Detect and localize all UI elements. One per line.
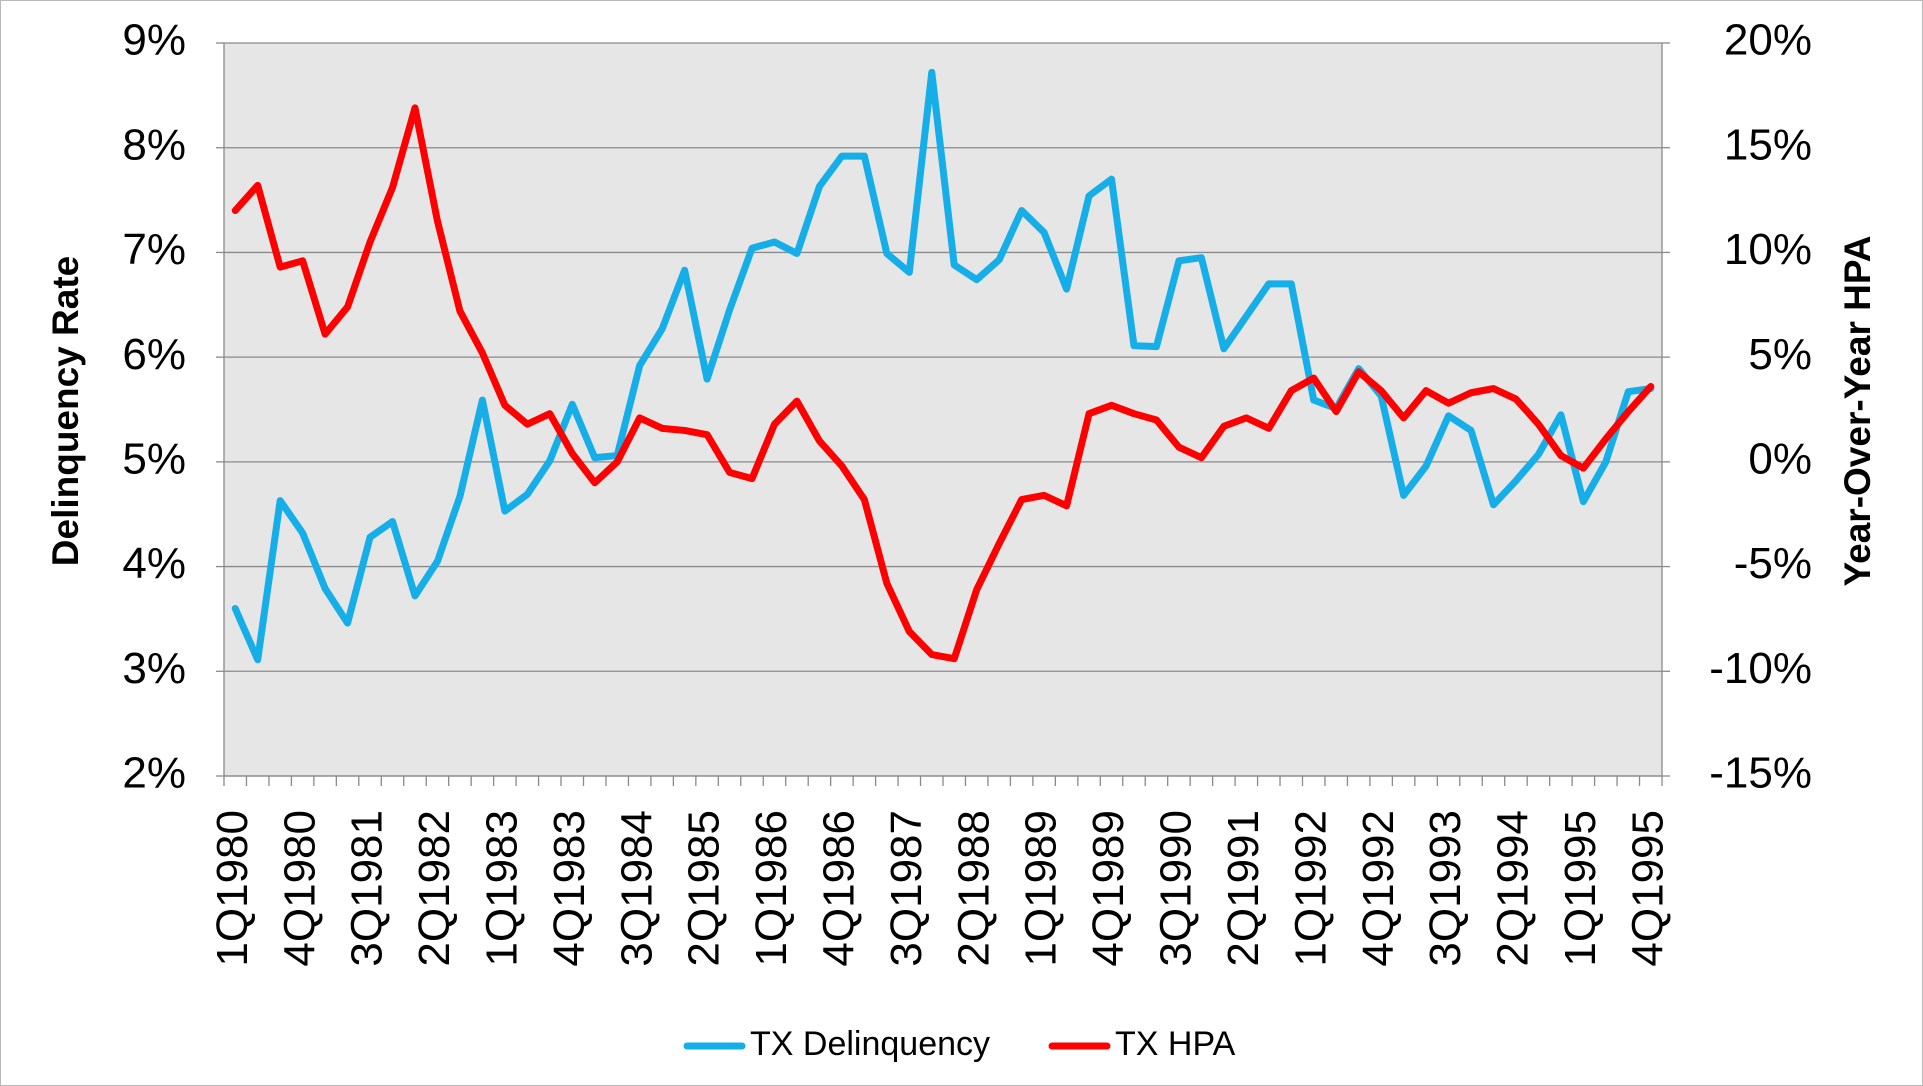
y2-tick-label: 20%	[1724, 16, 1812, 65]
x-tick-label: 4Q1980	[275, 810, 324, 967]
y-tick-label: 2%	[122, 749, 186, 798]
y-tick-label: 6%	[122, 330, 186, 379]
y2-tick-label: -5%	[1734, 539, 1812, 588]
x-tick-label: 3Q1993	[1421, 810, 1470, 967]
y2-tick-label: 5%	[1748, 330, 1812, 379]
x-tick-label: 1Q1980	[208, 810, 257, 967]
x-tick-label: 1Q1986	[747, 810, 796, 967]
x-tick-label: 4Q1983	[545, 810, 594, 967]
y-tick-label: 7%	[122, 225, 186, 274]
y2-tick-label: 0%	[1748, 434, 1812, 483]
y2-tick-label: 15%	[1724, 120, 1812, 169]
x-tick-label: 4Q1995	[1623, 810, 1672, 967]
y-tick-label: 8%	[122, 120, 186, 169]
x-tick-label: 1Q1992	[1286, 810, 1335, 967]
y-tick-label: 4%	[122, 539, 186, 588]
x-tick-label: 1Q1989	[1017, 810, 1066, 967]
series-line	[231, 68, 1655, 664]
x-tick-label: 1Q1995	[1556, 810, 1605, 967]
x-tick-label: 4Q1989	[1084, 810, 1133, 967]
legend-label: TX Delinquency	[750, 1025, 990, 1063]
y-tick-label: 3%	[122, 644, 186, 693]
y2-tick-label: 10%	[1724, 225, 1812, 274]
legend-label: TX HPA	[1115, 1025, 1236, 1063]
x-tick-label: 3Q1984	[612, 810, 661, 967]
y2-tick-label: -15%	[1709, 749, 1812, 798]
x-tick-label: 2Q1994	[1489, 810, 1538, 967]
y-tick-label: 5%	[122, 434, 186, 483]
y2-tick-label: -10%	[1709, 644, 1812, 693]
x-tick-label: 2Q1982	[410, 810, 459, 967]
x-tick-label: 3Q1987	[882, 810, 931, 967]
x-tick-label: 4Q1992	[1354, 810, 1403, 967]
x-tick-label: 2Q1985	[680, 810, 729, 967]
x-tick-label: 2Q1991	[1219, 810, 1268, 967]
x-tick-label: 3Q1990	[1152, 810, 1201, 967]
y2-axis-title: Year-Over-Year HPA	[1837, 235, 1878, 586]
x-tick-label: 2Q1988	[949, 810, 998, 967]
y-tick-label: 9%	[122, 16, 186, 65]
x-tick-label: 4Q1986	[815, 810, 864, 967]
y-axis-title: Delinquency Rate	[45, 256, 86, 566]
series-line	[231, 104, 1655, 663]
x-tick-label: 1Q1983	[477, 810, 526, 967]
x-tick-label: 3Q1981	[343, 810, 392, 967]
